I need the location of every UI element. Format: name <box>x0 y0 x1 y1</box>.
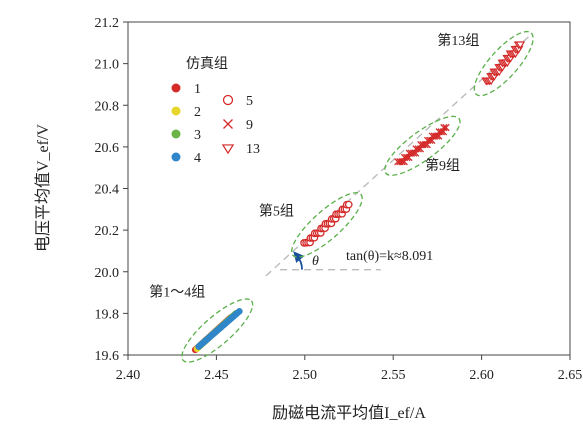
x-tick-label: 2.40 <box>116 368 141 383</box>
y-tick-label: 21.0 <box>95 58 120 73</box>
legend-item-1: 1 <box>171 82 201 97</box>
legend-item-13: 13 <box>221 142 260 157</box>
legend-label: 4 <box>194 151 201 166</box>
data-point <box>344 200 353 209</box>
series-13 <box>481 41 526 86</box>
legend-item-4: 4 <box>171 151 201 166</box>
y-tick-label: 19.8 <box>95 307 120 322</box>
x-tick-label: 2.50 <box>293 368 318 383</box>
x-tick-label: 2.45 <box>204 368 229 383</box>
series-9 <box>394 123 450 166</box>
legend: 仿真组 1 2 3 4 5 9 13 <box>171 56 260 166</box>
legend-marker <box>171 152 181 162</box>
group-ellipse-1 <box>290 192 363 258</box>
data-point <box>236 307 243 315</box>
legend-marker <box>171 106 181 116</box>
legend-marker <box>171 129 181 139</box>
data-point <box>442 123 450 132</box>
x-axis-title: 励磁电流平均值I_ef/A <box>272 404 426 422</box>
y-tick-label: 20.4 <box>95 183 120 198</box>
cross-stroke <box>223 119 233 129</box>
group-label: 第13组 <box>437 32 479 49</box>
group-ellipse-0 <box>181 298 254 363</box>
group-ellipse-2 <box>384 115 461 176</box>
slope-annotation-text: tan(θ)=k≈8.091 <box>346 249 433 264</box>
legend-marker <box>171 83 181 93</box>
y-tick-label: 19.6 <box>95 349 120 364</box>
legend-label: 13 <box>246 142 260 157</box>
legend-marker <box>221 144 235 155</box>
legend-item-2: 2 <box>171 105 201 120</box>
y-tick-label: 20.8 <box>95 99 120 114</box>
group-label: 第1～4组 <box>149 284 205 301</box>
legend-marker <box>223 119 233 129</box>
x-tick-label: 2.65 <box>558 368 583 383</box>
data-point <box>515 41 526 50</box>
series-5 <box>300 200 353 247</box>
legend-label: 3 <box>194 128 201 143</box>
group-ellipses <box>181 30 534 363</box>
legend-item-5: 5 <box>222 94 253 109</box>
group-label: 第5组 <box>259 203 294 220</box>
slope-annotation: θ tan(θ)=k≈8.091 <box>312 249 433 269</box>
group-ellipse-3 <box>473 30 534 97</box>
guides-layer <box>265 33 532 277</box>
cross-stroke <box>440 123 448 132</box>
legend-marker <box>222 94 234 106</box>
y-tick-label: 20.0 <box>95 266 120 281</box>
legend-label: 2 <box>194 105 201 120</box>
ticks-layer: 2.40 2.45 2.50 2.55 2.60 2.65 19.6 19.8 20.0 20.2… <box>95 16 583 383</box>
data-points <box>191 41 526 354</box>
series-4 <box>195 307 243 350</box>
legend-item-9: 9 <box>223 118 253 133</box>
y-tick-label: 20.2 <box>95 224 120 239</box>
y-axis-title: 电压平均值V_ef/V <box>34 124 52 252</box>
group-labels: 第1～4组 第5组 第9组 第13组 <box>149 32 479 301</box>
legend-items: 1 2 3 4 5 9 13 <box>171 82 260 166</box>
x-tick-label: 2.55 <box>381 368 406 383</box>
y-tick-label: 20.6 <box>95 141 120 156</box>
angle-arc <box>293 251 305 270</box>
angle-theta-label: θ <box>312 254 319 269</box>
data-point <box>440 123 448 132</box>
legend-label: 9 <box>246 118 253 133</box>
y-tick-label: 21.2 <box>95 16 120 31</box>
group-label: 第9组 <box>425 157 460 174</box>
legend-label: 1 <box>194 82 201 97</box>
legend-item-3: 3 <box>171 128 201 143</box>
legend-label: 5 <box>246 94 253 109</box>
x-tick-label: 2.60 <box>469 368 494 383</box>
cross-stroke <box>442 123 450 132</box>
legend-title: 仿真组 <box>186 56 228 72</box>
